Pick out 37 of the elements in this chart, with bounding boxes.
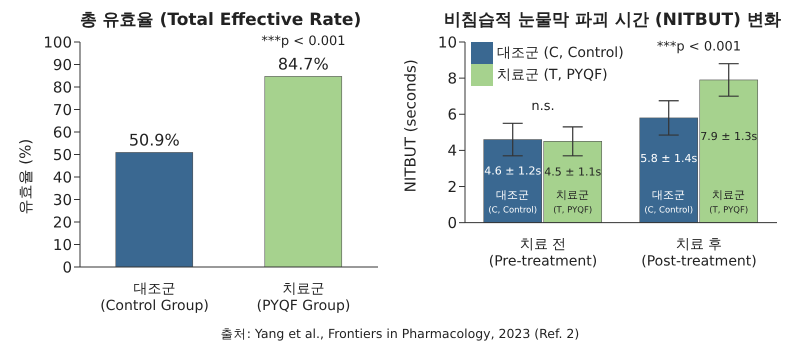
y-tick-label: 10 <box>438 33 457 52</box>
legend-label: 대조군 (C, Control) <box>497 45 624 61</box>
annotation: ***p < 0.001 <box>261 34 346 50</box>
y-tick-label: 40 <box>52 168 72 186</box>
y-tick-label: 100 <box>43 33 72 52</box>
data-label: 4.5 ± 1.1s <box>544 166 602 179</box>
chart-title: 총 유효율 (Total Effective Rate) <box>78 9 362 32</box>
legend-label: 치료군 (T, PYQF) <box>497 67 608 84</box>
annotation: ***p < 0.001 <box>656 39 742 54</box>
y-tick-label: 70 <box>52 100 72 119</box>
y-tick-label: 8 <box>447 69 457 88</box>
y-tick-label: 2 <box>447 178 457 196</box>
y-tick-label: 90 <box>52 56 72 74</box>
x-tick-label: 대조군 (Control Group) <box>100 281 209 314</box>
y-tick-label: 60 <box>52 123 72 142</box>
y-tick-label: 0 <box>447 214 457 232</box>
data-label: 4.6 ± 1.2s <box>484 164 542 178</box>
data-label: 84.7% <box>278 54 329 74</box>
data-label: 5.8 ± 1.4s <box>640 152 698 165</box>
x-tick-label: 치료 후 (Post-treatment) <box>641 236 757 270</box>
y-axis-title: 유효율 (%) <box>16 138 34 214</box>
data-label: 7.9 ± 1.3s <box>700 130 758 143</box>
y-tick-label: 0 <box>62 258 72 276</box>
y-tick-label: 30 <box>52 190 72 209</box>
y-tick-label: 80 <box>52 78 72 96</box>
chart-title: 비침습적 눈물막 파괴 시간 (NITBUT) 변화 <box>443 9 782 32</box>
y-tick-label: 20 <box>52 213 72 232</box>
y-tick-label: 4 <box>447 142 457 160</box>
y-axis-title: NITBUT (seconds) <box>401 59 420 192</box>
x-tick-label: 치료군 (PYQF Group) <box>256 281 350 314</box>
x-tick-label: 치료 전 (Pre-treatment) <box>488 236 598 270</box>
y-tick-label: 6 <box>447 106 457 124</box>
y-tick-label: 10 <box>52 236 72 254</box>
source-note: 출처: Yang et al., Frontiers in Pharmacology, 2023 (Ref. 2) <box>220 326 580 343</box>
annotation: n.s. <box>531 98 555 114</box>
data-label: 50.9% <box>128 130 180 150</box>
y-tick-label: 50 <box>52 146 72 164</box>
